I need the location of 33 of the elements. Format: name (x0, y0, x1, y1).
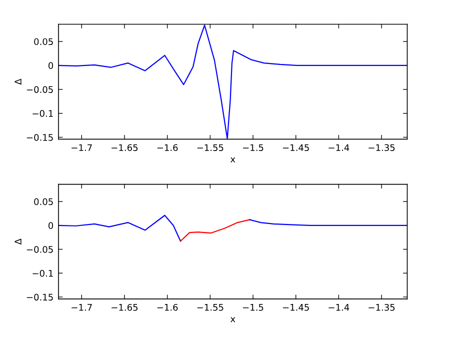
x-tick-label: −1.7 (72, 144, 92, 151)
x-tick-label: −1.4 (328, 144, 350, 151)
y-tick-label: −0.15 (26, 134, 53, 141)
x-tick-label: −1.5 (243, 144, 264, 152)
y-tick-label: −0.1 (32, 110, 53, 117)
x-tick-label: −1.65 (112, 144, 138, 152)
y-tick-label: −0.15 (26, 294, 53, 301)
line-series (180, 219, 250, 242)
y-tick-label: −0.05 (26, 86, 53, 93)
x-tick-label: −1.35 (368, 304, 395, 311)
y-tick-label: 0 (48, 62, 54, 69)
y-tick-label: −0.05 (26, 246, 53, 253)
x-axis-title: x (230, 157, 236, 162)
y-axis-title: Δ (14, 78, 22, 85)
x-tick-label: −1.4 (328, 304, 350, 311)
x-tick-label: −1.45 (282, 144, 309, 152)
line-series (58, 214, 182, 242)
y-axis-title: Δ (14, 238, 22, 245)
x-tick-label: −1.6 (157, 304, 178, 311)
x-tick-label: −1.45 (282, 304, 309, 311)
line-series (58, 24, 408, 140)
x-tick-label: −1.55 (197, 144, 224, 152)
y-tick-label: −0.1 (32, 270, 53, 277)
x-tick-label: −1.6 (157, 144, 178, 152)
y-tick-label: 0.05 (34, 198, 53, 206)
y-tick-label: 0.05 (34, 38, 53, 46)
y-tick-label: 0 (48, 222, 54, 229)
x-axis-title: x (230, 317, 236, 322)
x-tick-label: −1.5 (243, 304, 264, 311)
x-tick-label: −1.7 (72, 304, 92, 311)
x-tick-label: −1.65 (112, 304, 138, 311)
x-tick-label: −1.55 (197, 304, 224, 311)
x-tick-label: −1.35 (368, 144, 395, 152)
